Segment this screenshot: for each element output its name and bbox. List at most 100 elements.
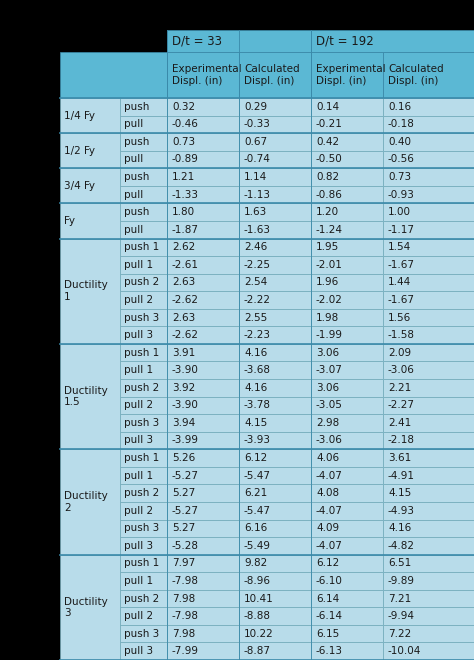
Text: 0.73: 0.73 <box>388 172 411 182</box>
Text: -8.96: -8.96 <box>244 576 271 586</box>
Bar <box>120 572 167 590</box>
Text: pull 3: pull 3 <box>124 330 153 340</box>
Text: -8.87: -8.87 <box>244 646 271 656</box>
Text: -5.49: -5.49 <box>244 541 271 551</box>
Text: 0.32: 0.32 <box>172 102 195 112</box>
Bar <box>120 186 167 203</box>
Text: -4.82: -4.82 <box>388 541 415 551</box>
Bar <box>167 238 239 256</box>
Bar <box>239 519 311 537</box>
Bar <box>167 607 239 625</box>
Bar <box>311 150 383 168</box>
Bar <box>239 309 311 326</box>
Text: -0.89: -0.89 <box>172 154 199 164</box>
Bar <box>383 186 474 203</box>
Text: -0.18: -0.18 <box>388 119 415 129</box>
Text: pull 2: pull 2 <box>124 506 153 515</box>
Text: -0.21: -0.21 <box>316 119 343 129</box>
Bar <box>311 590 383 607</box>
Bar <box>239 98 311 115</box>
Text: pull: pull <box>124 189 143 199</box>
Text: 0.29: 0.29 <box>244 102 267 112</box>
Text: -8.88: -8.88 <box>244 611 271 621</box>
Bar <box>60 133 120 168</box>
Text: -2.62: -2.62 <box>172 330 199 340</box>
Text: 1.44: 1.44 <box>388 277 411 287</box>
Text: D/t = 33: D/t = 33 <box>172 34 222 48</box>
Text: -1.17: -1.17 <box>388 224 415 235</box>
Bar <box>0 344 60 449</box>
Text: pull: pull <box>124 119 143 129</box>
Text: 5.27: 5.27 <box>172 488 195 498</box>
Bar <box>120 150 167 168</box>
Bar <box>120 221 167 238</box>
Text: pull 2: pull 2 <box>124 611 153 621</box>
Text: pull 3: pull 3 <box>124 436 153 446</box>
Bar <box>120 467 167 484</box>
Bar <box>167 484 239 502</box>
Text: 5.26: 5.26 <box>172 453 195 463</box>
Text: pull 3: pull 3 <box>124 646 153 656</box>
Bar <box>167 625 239 642</box>
Bar <box>120 625 167 642</box>
Bar <box>311 133 383 150</box>
Bar <box>167 642 239 660</box>
Bar <box>167 291 239 309</box>
Text: -0.46: -0.46 <box>172 119 199 129</box>
Bar <box>311 291 383 309</box>
Text: 1.14: 1.14 <box>244 172 267 182</box>
Text: -2.18: -2.18 <box>388 436 415 446</box>
Text: 3.92: 3.92 <box>172 383 195 393</box>
Bar <box>239 625 311 642</box>
Bar <box>167 133 239 150</box>
Text: 2.63: 2.63 <box>172 313 195 323</box>
Bar <box>120 238 167 256</box>
Bar <box>167 397 239 414</box>
Text: -0.56: -0.56 <box>388 154 415 164</box>
Text: Fy: Fy <box>64 216 75 226</box>
Text: Ductility
3: Ductility 3 <box>64 597 108 618</box>
Text: -2.62: -2.62 <box>172 295 199 305</box>
Text: 1/4 Fy: 1/4 Fy <box>64 111 95 121</box>
Text: -1.33: -1.33 <box>172 189 199 199</box>
Bar <box>311 115 383 133</box>
Bar <box>167 572 239 590</box>
Bar <box>383 414 474 432</box>
Text: -4.07: -4.07 <box>316 541 343 551</box>
Text: push 3: push 3 <box>124 629 159 639</box>
Text: -3.90: -3.90 <box>172 401 199 411</box>
Text: -1.13: -1.13 <box>244 189 271 199</box>
Text: -2.23: -2.23 <box>244 330 271 340</box>
Bar <box>167 554 239 572</box>
Bar <box>383 607 474 625</box>
Bar <box>120 502 167 519</box>
Text: 1.54: 1.54 <box>388 242 411 252</box>
Bar <box>167 150 239 168</box>
Bar <box>383 52 474 98</box>
Bar <box>311 467 383 484</box>
Text: -1.24: -1.24 <box>316 224 343 235</box>
Bar <box>239 168 311 186</box>
Bar <box>383 203 474 221</box>
Bar <box>383 291 474 309</box>
Bar <box>167 344 239 362</box>
Text: push 2: push 2 <box>124 488 159 498</box>
Text: -3.06: -3.06 <box>316 436 343 446</box>
Bar <box>311 432 383 449</box>
Text: -3.78: -3.78 <box>244 401 271 411</box>
Text: 3.91: 3.91 <box>172 348 195 358</box>
Text: pull 1: pull 1 <box>124 576 153 586</box>
Text: 0.14: 0.14 <box>316 102 339 112</box>
Bar <box>311 203 383 221</box>
Bar <box>383 274 474 291</box>
Bar <box>383 221 474 238</box>
Bar <box>167 414 239 432</box>
Bar <box>311 572 383 590</box>
Text: 0.73: 0.73 <box>172 137 195 147</box>
Bar <box>239 414 311 432</box>
Bar <box>167 590 239 607</box>
Text: 10.41: 10.41 <box>244 593 274 603</box>
Bar <box>311 362 383 379</box>
Text: -3.06: -3.06 <box>388 365 415 376</box>
Bar <box>239 607 311 625</box>
